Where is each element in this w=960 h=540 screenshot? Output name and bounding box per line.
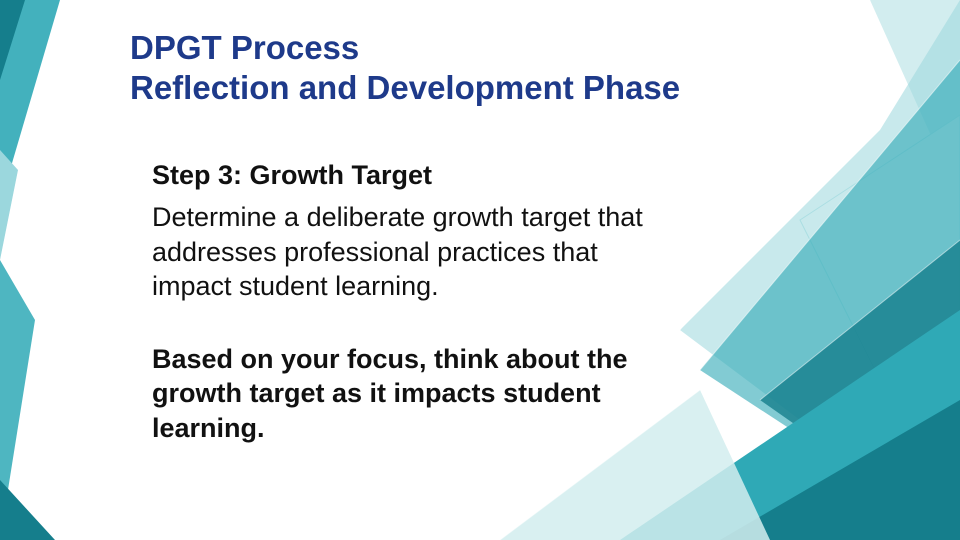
bold-paragraph: Based on your focus, think about the gro… xyxy=(152,342,662,446)
title-line-1: DPGT Process xyxy=(130,29,359,66)
body-paragraph: Determine a deliberate growth target tha… xyxy=(152,200,662,304)
spacer xyxy=(130,304,770,342)
content-area: DPGT Process Reflection and Development … xyxy=(130,28,770,446)
slide: DPGT Process Reflection and Development … xyxy=(0,0,960,540)
slide-title: DPGT Process Reflection and Development … xyxy=(130,28,770,109)
title-line-2: Reflection and Development Phase xyxy=(130,69,680,106)
step-heading: Step 3: Growth Target xyxy=(152,159,770,193)
